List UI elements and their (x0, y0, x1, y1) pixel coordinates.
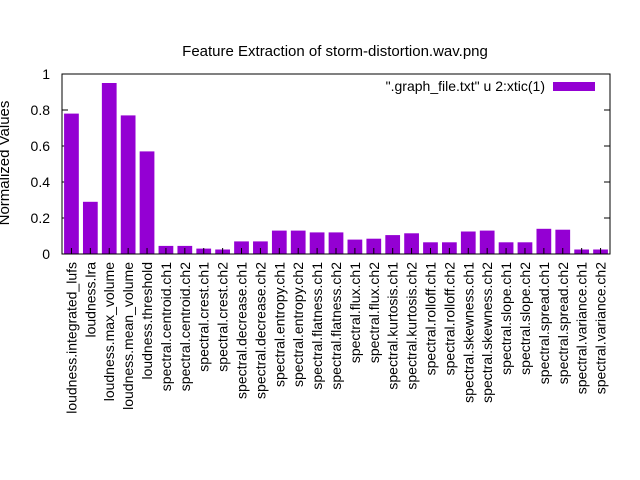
bars (64, 83, 608, 255)
y-tick-label: 1 (42, 66, 50, 82)
x-tick-label: spectral.kurtosis.ch1 (385, 262, 401, 390)
x-tick-label: loudness.lra (82, 262, 98, 338)
bar-spectral-flux-ch2 (366, 238, 382, 254)
plot-border (61, 73, 611, 255)
x-tick-label: spectral.rolloff.ch1 (422, 262, 438, 376)
x-tick-label: loudness.max_volume (101, 262, 117, 402)
x-tick-label: loudness.mean_volume (120, 262, 136, 410)
bar-spectral-decrease-ch1 (234, 241, 249, 254)
bar-spectral-flatness-ch1 (309, 232, 325, 254)
x-tick-label: spectral.spread.ch2 (555, 262, 571, 384)
y-tick-label: 0.8 (31, 102, 51, 118)
y-axis-label: Normalized Values (0, 101, 13, 226)
x-tick-label: spectral.kurtosis.ch2 (404, 262, 420, 390)
bar-loudness-mean-volume (120, 115, 136, 255)
x-tick-label: spectral.crest.ch1 (196, 262, 212, 372)
chart-title: Feature Extraction of storm-distortion.w… (182, 43, 488, 60)
x-tick-label: spectral.decrease.ch2 (252, 262, 268, 399)
bar-spectral-kurtosis-ch2 (404, 233, 419, 254)
legend-label: ".graph_file.txt" u 2:xtic(1) (386, 78, 545, 94)
x-tick-label: spectral.flatness.ch1 (309, 262, 325, 390)
bar-spectral-skewness-ch1 (460, 231, 476, 254)
x-tick-label: spectral.centroid.ch1 (158, 262, 174, 391)
legend-swatch (553, 82, 595, 91)
x-tick-label: spectral.skewness.ch1 (460, 262, 476, 403)
bar-spectral-flux-ch1 (347, 239, 363, 254)
x-tick-label: spectral.skewness.ch2 (479, 262, 495, 403)
bar-spectral-spread-ch2 (555, 229, 571, 254)
bar-spectral-spread-ch1 (536, 228, 552, 254)
x-tick-label: loudness.threshold (139, 262, 155, 380)
bar-loudness-threshold (139, 151, 155, 254)
y-tick-label: 0.4 (31, 174, 51, 190)
y-tick-label: 0.2 (31, 210, 51, 226)
bar-spectral-entropy-ch2 (290, 230, 306, 254)
bar-loudness-max-volume (101, 83, 117, 254)
x-tick-label: spectral.entropy.ch2 (290, 262, 306, 387)
x-tick-label: spectral.variance.ch1 (574, 262, 590, 395)
bar-spectral-flatness-ch2 (328, 232, 344, 254)
x-tick-label: spectral.spread.ch1 (536, 262, 552, 384)
x-tick-label: spectral.slope.ch1 (498, 262, 514, 375)
bar-loudness-lra (82, 201, 98, 254)
bar-spectral-skewness-ch2 (479, 230, 495, 254)
y-tick-label: 0 (42, 246, 50, 262)
y-ticks: 0 0.2 0.4 0.6 0.8 1 (31, 66, 610, 262)
x-tick-label: spectral.rolloff.ch2 (441, 262, 457, 376)
x-tick-label: spectral.centroid.ch2 (177, 262, 193, 391)
x-tick-label: spectral.flux.ch2 (366, 262, 382, 363)
bar-spectral-entropy-ch1 (271, 230, 287, 254)
x-tick-label: spectral.variance.ch2 (593, 262, 609, 395)
x-tick-label: spectral.flatness.ch2 (328, 262, 344, 390)
x-tick-label: spectral.entropy.ch1 (271, 262, 287, 387)
bar-loudness-integrated-lufs (64, 113, 79, 254)
y-tick-label: 0.6 (31, 138, 51, 154)
x-tick-label: spectral.flux.ch1 (347, 262, 363, 363)
x-tick-label: spectral.decrease.ch1 (234, 262, 250, 399)
x-tick-label: spectral.slope.ch2 (517, 262, 533, 375)
x-tick-label: loudness.integrated_lufs (63, 262, 79, 414)
x-tick-label: spectral.crest.ch2 (215, 262, 231, 372)
x-tick-labels: loudness.integrated_lufs loudness.lra loud… (63, 248, 609, 414)
legend: ".graph_file.txt" u 2:xtic(1) (386, 78, 595, 94)
bar-spectral-decrease-ch2 (253, 241, 268, 254)
bar-spectral-kurtosis-ch1 (385, 235, 401, 254)
